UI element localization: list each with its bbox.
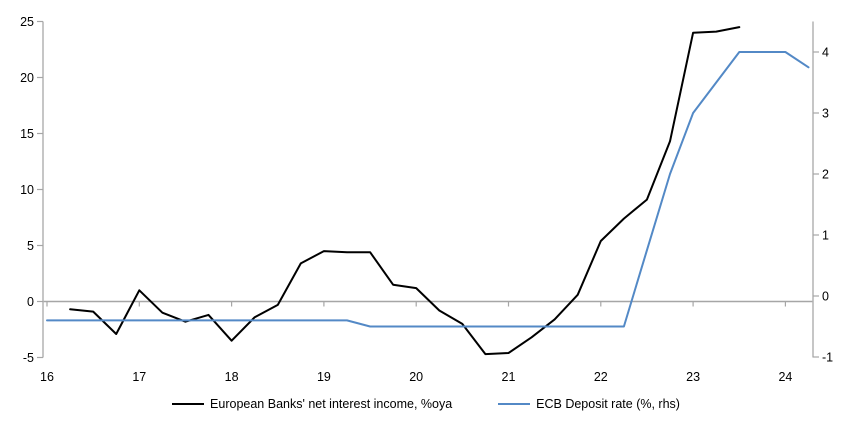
x-axis-tick-label: 17 bbox=[132, 370, 146, 384]
left-axis-tick-label: 15 bbox=[20, 127, 34, 141]
x-axis-tick-label: 20 bbox=[409, 370, 423, 384]
legend: European Banks' net interest income, %oy… bbox=[0, 395, 852, 413]
left-axis-tick-label: 5 bbox=[27, 239, 34, 253]
right-axis-tick-label: 1 bbox=[822, 228, 829, 242]
left-axis-tick-label: 25 bbox=[20, 15, 34, 29]
x-axis-tick-label: 19 bbox=[317, 370, 331, 384]
left-axis-tick-label: 0 bbox=[27, 295, 34, 309]
x-axis-tick-label: 16 bbox=[40, 370, 54, 384]
x-axis-tick-label: 18 bbox=[225, 370, 239, 384]
series-line-ecb-deposit-rate bbox=[46, 51, 810, 328]
legend-item-ecb-deposit-rate: ECB Deposit rate (%, rhs) bbox=[498, 397, 680, 411]
right-axis-tick-label: 2 bbox=[822, 167, 829, 181]
right-axis-tick-label: -1 bbox=[822, 350, 833, 364]
x-axis-tick-label: 23 bbox=[686, 370, 700, 384]
series-line-net-interest-income bbox=[69, 26, 741, 356]
left-axis-tick-label: 20 bbox=[20, 71, 34, 85]
legend-swatch-net-interest-income bbox=[172, 403, 205, 405]
left-axis-tick-label: -5 bbox=[23, 351, 34, 365]
left-axis-tick-label: 10 bbox=[20, 183, 34, 197]
right-axis-tick-label: 0 bbox=[822, 289, 829, 303]
x-axis-tick-label: 21 bbox=[502, 370, 516, 384]
legend-label-ecb-deposit-rate: ECB Deposit rate (%, rhs) bbox=[536, 397, 680, 411]
right-axis-tick-label: 3 bbox=[822, 106, 829, 120]
legend-item-net-interest-income: European Banks' net interest income, %oy… bbox=[172, 397, 452, 411]
right-axis-tick-label: 4 bbox=[822, 45, 829, 59]
legend-swatch-ecb-deposit-rate bbox=[498, 403, 531, 405]
x-axis-tick-label: 22 bbox=[594, 370, 608, 384]
x-axis-tick-label: 24 bbox=[778, 370, 792, 384]
legend-label-net-interest-income: European Banks' net interest income, %oy… bbox=[210, 397, 453, 411]
